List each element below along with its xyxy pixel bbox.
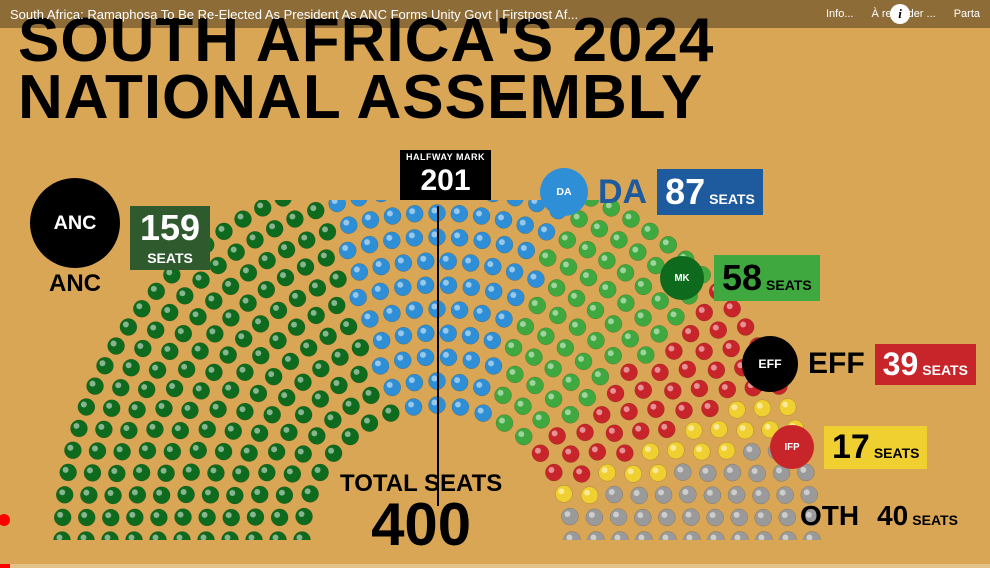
total-value: 400 [340, 498, 502, 552]
party-name-da: DA [598, 173, 647, 212]
title-line2: NATIONAL ASSEMBLY [18, 69, 714, 126]
halfway-mark: HALFWAY MARK 201 [400, 150, 491, 200]
party-logo-anc: ANC [30, 178, 120, 268]
party-oth: OTH 40SEATS [800, 498, 966, 534]
seat-badge-eff: 39SEATS [875, 344, 976, 385]
info-icon[interactable]: i [890, 4, 910, 24]
party-logo-da: DA [540, 168, 588, 216]
infographic-canvas: SOUTH AFRICA'S 2024 NATIONAL ASSEMBLY HA… [0, 0, 990, 568]
total-seats: TOTAL SEATS 400 [340, 470, 502, 552]
halfway-label: HALFWAY MARK [400, 150, 491, 164]
seat-badge-oth: 40SEATS [869, 498, 966, 534]
seat-badge-da: 87SEATS [657, 169, 763, 215]
video-progress-fill [0, 564, 10, 568]
halfway-line [437, 206, 439, 506]
party-name-eff: EFF [808, 347, 865, 381]
party-anc: ANCANC159SEATS [30, 178, 210, 298]
chart-title: SOUTH AFRICA'S 2024 NATIONAL ASSEMBLY [18, 12, 714, 126]
halfway-value: 201 [400, 164, 491, 200]
topbar-link-share[interactable]: Parta [954, 8, 980, 20]
seat-badge-mk: 58SEATS [714, 255, 820, 301]
seat-badge-anc: 159SEATS [130, 206, 210, 270]
party-name-oth: OTH [800, 500, 859, 532]
party-da: DA DA 87SEATS [540, 168, 763, 216]
party-ifp: IFP17SEATS [770, 425, 927, 469]
party-logo-mk: MK [660, 256, 704, 300]
party-eff: EFF EFF 39SEATS [742, 336, 976, 392]
party-name-anc: ANC [49, 270, 101, 298]
party-logo-eff: EFF [742, 336, 798, 392]
party-mk: MK58SEATS [660, 255, 820, 301]
video-progress-bar[interactable] [0, 564, 990, 568]
topbar-link-info[interactable]: Info... [826, 8, 854, 20]
video-top-overlay: South Africa: Ramaphosa To Be Re-Elected… [0, 0, 990, 28]
seat-badge-ifp: 17SEATS [824, 426, 927, 469]
party-logo-ifp: IFP [770, 425, 814, 469]
video-title[interactable]: South Africa: Ramaphosa To Be Re-Elected… [10, 7, 826, 22]
record-indicator-icon [0, 514, 10, 526]
